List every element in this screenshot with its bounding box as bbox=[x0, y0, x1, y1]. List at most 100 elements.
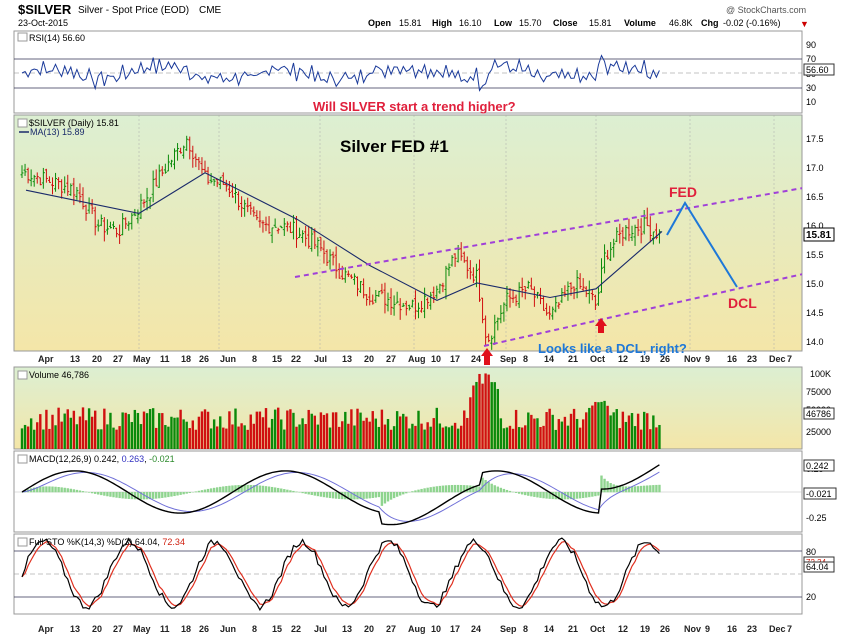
volume-bar bbox=[188, 428, 191, 449]
macd-hist-bar bbox=[298, 492, 301, 493]
price-bar bbox=[255, 210, 259, 221]
volume-bar bbox=[145, 413, 149, 449]
volume-bar bbox=[377, 426, 381, 449]
volume-bar bbox=[563, 416, 567, 449]
volume-bar bbox=[545, 412, 548, 449]
macd-hist-bar bbox=[362, 492, 365, 499]
price-bar bbox=[359, 281, 363, 294]
macd-hist-bar bbox=[630, 486, 634, 493]
macd-hist-bar bbox=[575, 492, 579, 499]
volume-bar bbox=[286, 410, 289, 449]
price-bar bbox=[548, 305, 552, 320]
x-axis-bottom: Apr 13 20 27 May 11 18 26 Jun 8 15 22 Jul 13 20 27 Aug 10… bbox=[38, 624, 792, 634]
volume-bar bbox=[322, 414, 326, 449]
volume-bar bbox=[350, 409, 353, 449]
macd-hist-bar bbox=[441, 485, 445, 493]
volume-bar bbox=[267, 427, 271, 449]
price-bar bbox=[410, 299, 414, 308]
macd-hist-bar bbox=[411, 491, 414, 493]
volume-bar bbox=[72, 410, 76, 449]
rsi-tick-10: 10 bbox=[806, 97, 816, 107]
lower-trendline bbox=[483, 273, 802, 347]
macd-hist-bar bbox=[42, 486, 45, 493]
volume-bar bbox=[347, 423, 350, 449]
volume-bar bbox=[270, 418, 274, 449]
volume-bar bbox=[408, 428, 411, 449]
price-tick-15-0: 15.0 bbox=[806, 279, 824, 289]
volume-bar bbox=[585, 412, 588, 449]
macd-hist-bar bbox=[475, 486, 478, 493]
volume-bar bbox=[456, 428, 460, 449]
volume-bar bbox=[118, 426, 121, 449]
volume-bar bbox=[264, 408, 268, 449]
price-tick-14-0: 14.0 bbox=[806, 337, 824, 347]
price-bar bbox=[392, 295, 396, 316]
volume-bar bbox=[469, 397, 472, 449]
dropdown-arrow-icon[interactable]: ▼ bbox=[800, 19, 809, 29]
macd-hist-bar bbox=[578, 492, 582, 499]
macd-hist-bar bbox=[203, 489, 207, 493]
macd-tick-neg-0-25: -0.25 bbox=[806, 513, 827, 523]
price-bar bbox=[258, 210, 262, 228]
price-bar bbox=[462, 251, 466, 263]
price-bar bbox=[264, 216, 268, 232]
price-bar bbox=[60, 179, 64, 199]
volume-bar bbox=[158, 413, 161, 449]
volume-panel: Volume 46,786 100K 75000 50000 25000 467… bbox=[13, 366, 835, 450]
macd-hist-bar bbox=[639, 485, 643, 493]
volume-bar bbox=[566, 425, 570, 449]
macd-hist-bar bbox=[435, 486, 438, 493]
macd-hist-bar bbox=[365, 492, 368, 499]
macd-hist-bar bbox=[456, 484, 460, 493]
price-bar bbox=[173, 148, 176, 170]
macd-value-badge: 0.242 bbox=[806, 461, 829, 471]
volume-legend: Volume 46,786 bbox=[29, 370, 89, 380]
volume-bar bbox=[603, 400, 606, 449]
volume-bar bbox=[588, 407, 591, 449]
price-bar bbox=[182, 145, 186, 159]
macd-hist-bar bbox=[231, 485, 234, 493]
volume-bar bbox=[57, 407, 60, 449]
volume-bar bbox=[597, 402, 600, 449]
price-bar bbox=[78, 183, 82, 204]
macd-legend-hist: -0.021 bbox=[149, 454, 175, 464]
macd-hist-bar bbox=[148, 492, 152, 500]
volume-bar bbox=[450, 425, 454, 449]
price-bar bbox=[234, 184, 237, 204]
x-axis-top-label: 18 bbox=[181, 354, 191, 364]
volume-bar bbox=[164, 425, 167, 449]
macd-hist-bar bbox=[325, 492, 329, 498]
price-bar bbox=[63, 176, 67, 194]
volume-bars bbox=[20, 373, 661, 449]
price-bar bbox=[520, 277, 524, 298]
price-bar bbox=[35, 172, 39, 184]
macd-hist-bar bbox=[414, 490, 417, 493]
price-bar bbox=[432, 286, 436, 303]
macd-hist-bar bbox=[292, 490, 295, 493]
macd-hist-bar bbox=[338, 492, 341, 499]
volume-bar bbox=[612, 412, 615, 449]
macd-hist-bar bbox=[618, 485, 621, 493]
price-bar bbox=[645, 207, 649, 227]
chart-title: Silver FED #1 bbox=[340, 137, 449, 156]
macd-hist-bar bbox=[548, 492, 551, 499]
macd-hist-bar bbox=[72, 489, 76, 493]
rsi-value-badge: 56.60 bbox=[806, 65, 829, 75]
macd-hist-bar bbox=[636, 486, 640, 493]
volume-bar bbox=[463, 410, 466, 449]
price-bar bbox=[32, 174, 36, 187]
volume-bar bbox=[307, 409, 310, 449]
x-axis-top-label: 26 bbox=[660, 354, 670, 364]
price-tick-14-5: 14.5 bbox=[806, 308, 824, 318]
price-bar bbox=[478, 259, 481, 302]
x-axis-top-label: Dec bbox=[769, 354, 786, 364]
x-axis-bottom-label: Sep bbox=[500, 624, 517, 634]
chg-label: Chg bbox=[701, 18, 719, 28]
volume-bar bbox=[441, 427, 445, 449]
price-bar bbox=[453, 253, 457, 267]
volume-bar bbox=[176, 417, 179, 449]
macd-hist-bar bbox=[444, 485, 448, 493]
macd-hist-bar bbox=[655, 484, 658, 493]
price-bar bbox=[575, 270, 579, 299]
macd-hist-bar bbox=[493, 485, 496, 493]
